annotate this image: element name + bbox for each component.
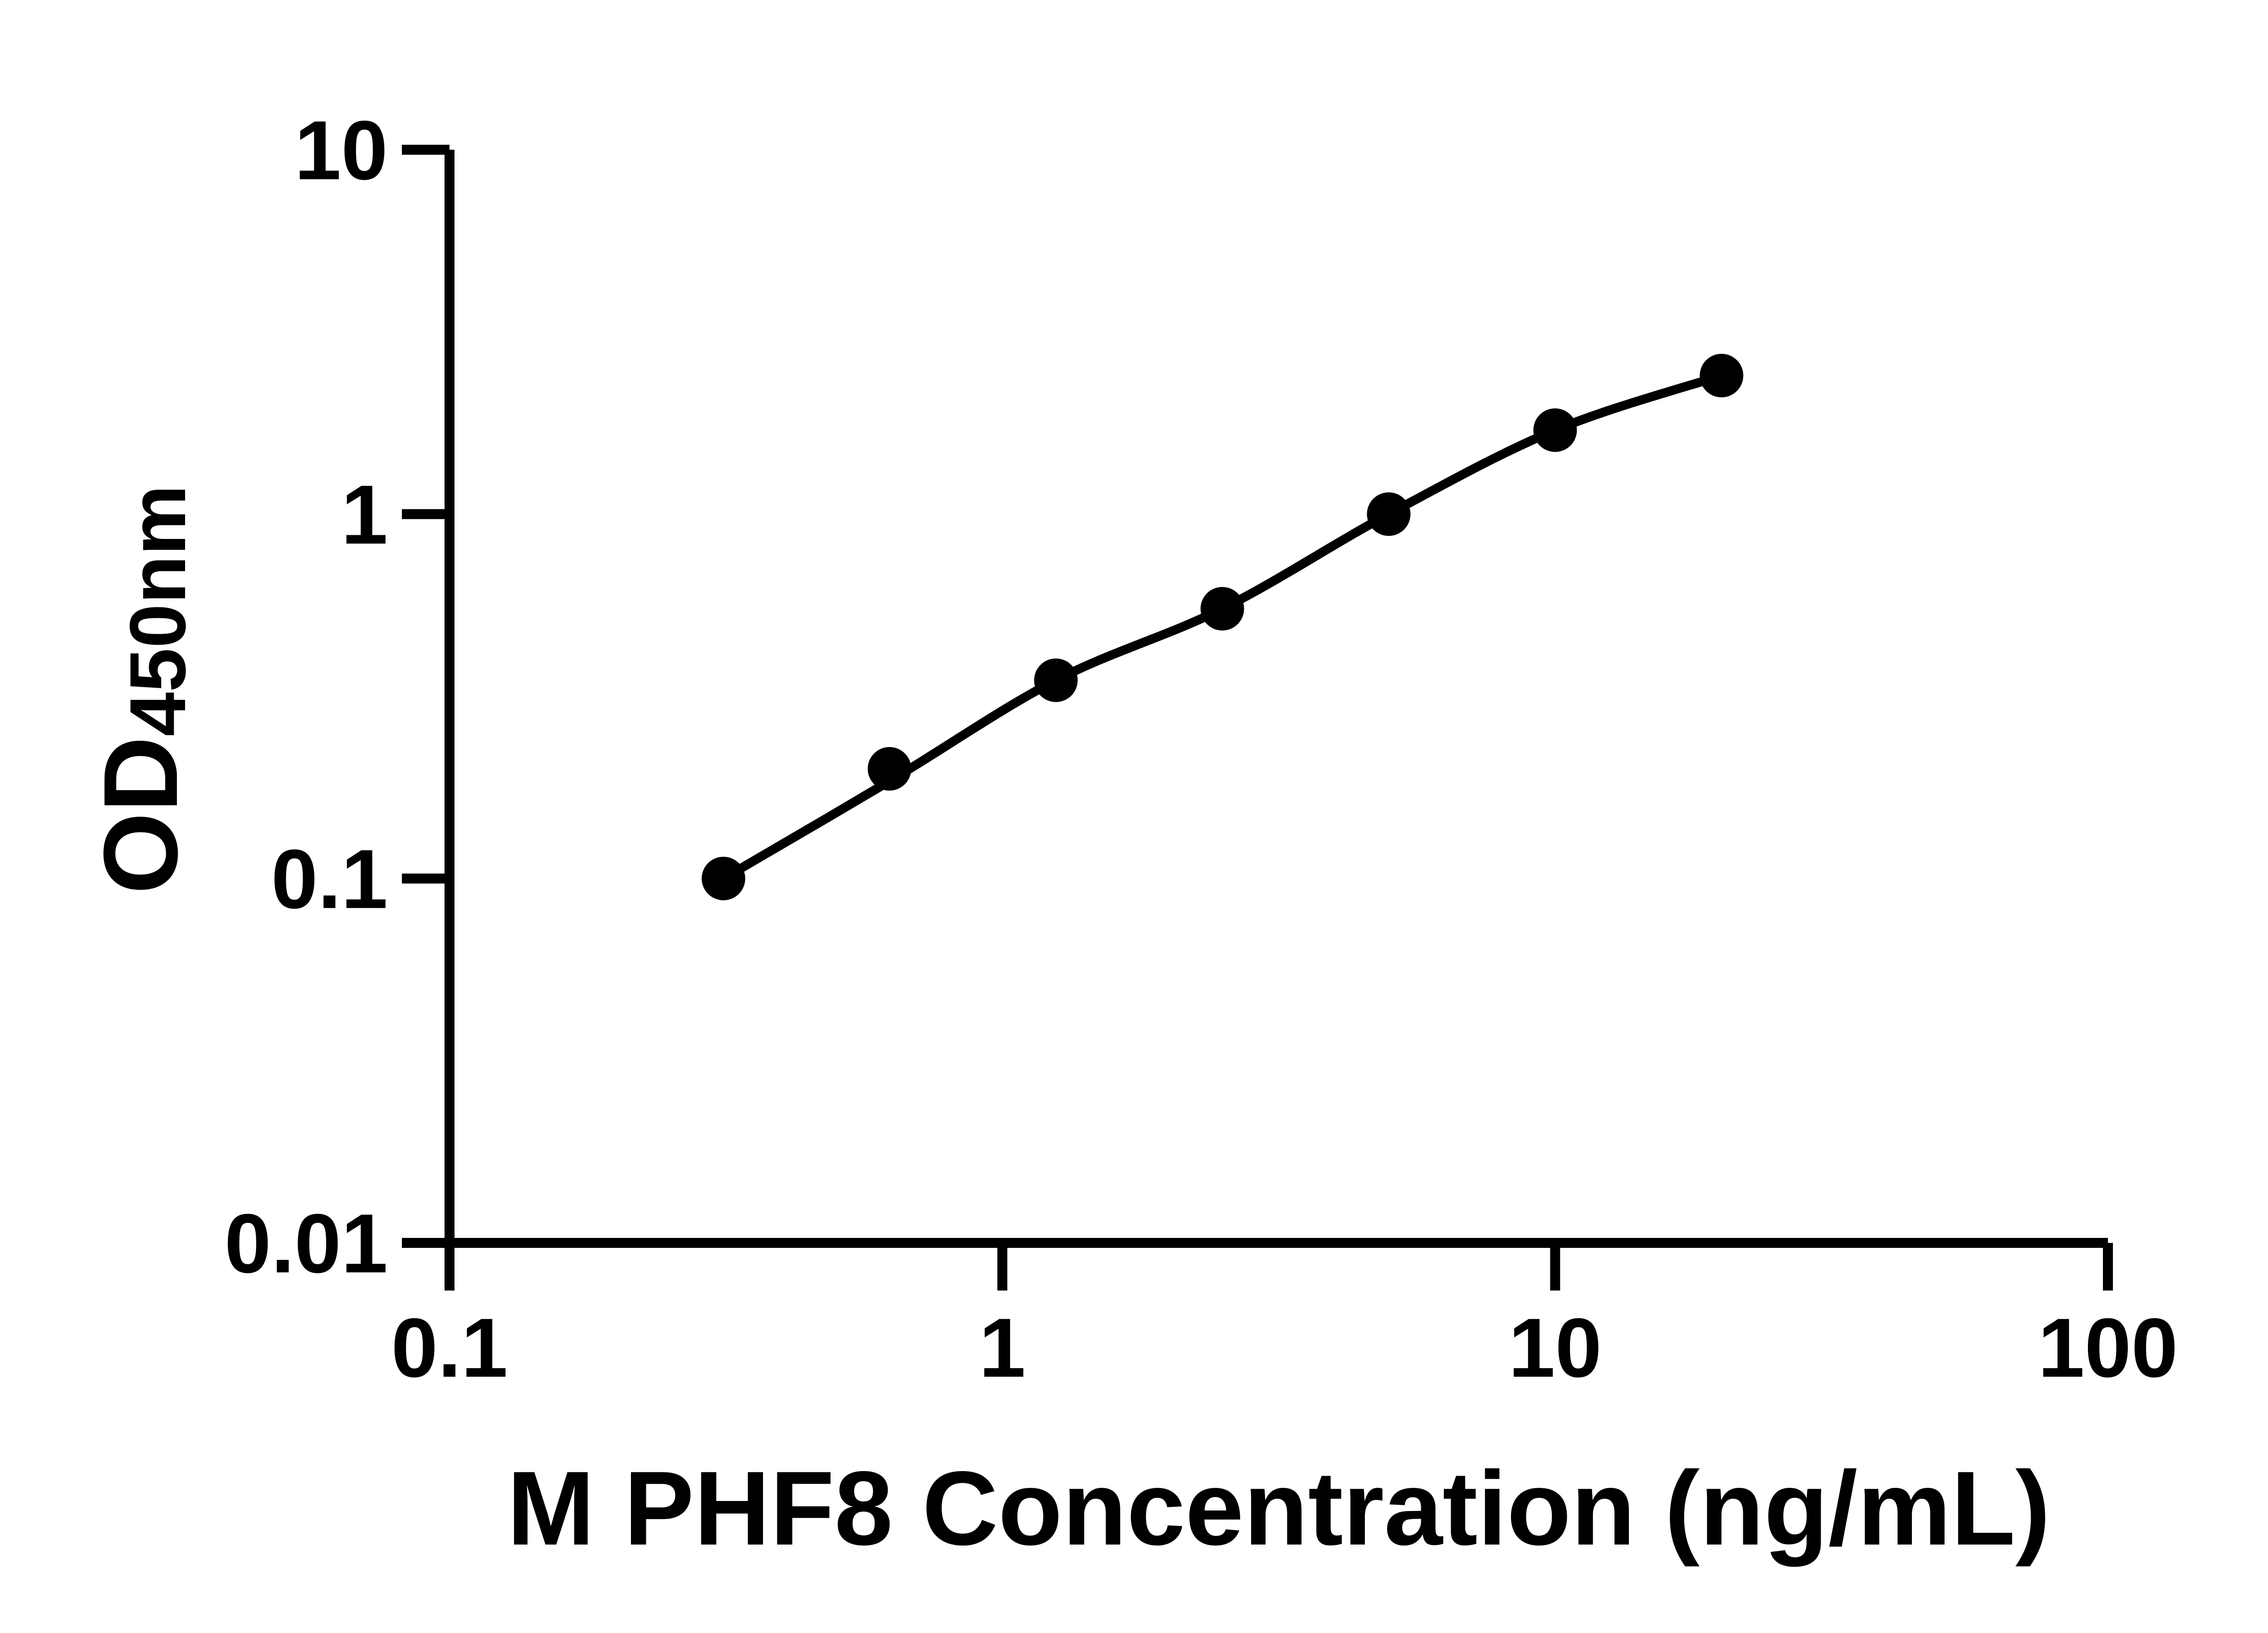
y-tick-label: 1: [341, 468, 388, 562]
y-tick-label: 10: [294, 104, 388, 197]
data-point-marker: [1034, 658, 1078, 702]
axes: [445, 150, 2108, 1248]
data-point-marker: [1200, 587, 1244, 631]
tick-marks: [402, 145, 2113, 1291]
y-axis-title-main: OD: [82, 736, 200, 894]
y-tick-label: 0.1: [271, 833, 388, 926]
data-points: [701, 353, 1744, 900]
x-tick-label: 10: [1509, 1301, 1602, 1395]
data-point-marker: [1367, 492, 1411, 536]
data-point-marker: [1533, 408, 1577, 452]
data-point-marker: [867, 747, 911, 791]
y-axis-title: OD450nm: [82, 485, 202, 894]
x-axis-title: M PHF8 Concentration (ng/mL): [507, 1450, 2051, 1567]
x-tick-label: 100: [2038, 1301, 2178, 1395]
x-tick-label: 1: [979, 1301, 1026, 1395]
axis-lines: [445, 150, 2108, 1248]
y-axis-title-subscript: 450nm: [114, 485, 202, 736]
x-tick-label: 0.1: [391, 1301, 508, 1395]
data-point-marker: [701, 856, 745, 900]
data-point-marker: [1700, 353, 1744, 397]
y-tick-label: 0.01: [225, 1197, 388, 1291]
